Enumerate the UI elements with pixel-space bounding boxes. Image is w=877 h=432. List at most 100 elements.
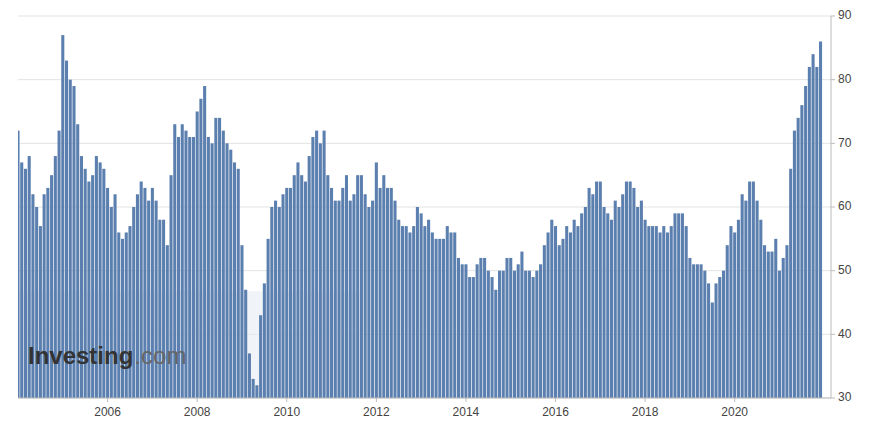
bar xyxy=(420,213,423,398)
bar xyxy=(476,264,479,398)
bar xyxy=(468,277,471,398)
bar xyxy=(423,226,426,398)
bar xyxy=(18,131,20,398)
bar xyxy=(39,226,42,398)
bar xyxy=(741,194,744,398)
x-tick-label: 2016 xyxy=(542,405,569,419)
bar xyxy=(315,131,318,398)
bar xyxy=(128,226,131,398)
bar xyxy=(561,239,564,398)
bar xyxy=(677,213,680,398)
bar xyxy=(535,271,538,398)
bar xyxy=(520,252,523,398)
chart: 3040506070809020062008201020122014201620… xyxy=(0,0,877,432)
annotation: Investing xyxy=(28,342,133,369)
bar xyxy=(554,226,557,398)
bar xyxy=(524,271,527,398)
bar xyxy=(666,232,669,398)
bar xyxy=(405,226,408,398)
bar xyxy=(655,226,658,398)
bar xyxy=(20,162,23,398)
bar xyxy=(722,271,725,398)
bar xyxy=(278,207,281,398)
bar xyxy=(442,239,445,398)
bar xyxy=(464,264,467,398)
bar xyxy=(543,245,546,398)
x-tick xyxy=(197,398,198,402)
bar xyxy=(550,220,553,398)
bar xyxy=(606,213,609,398)
bar xyxy=(214,118,217,398)
bar xyxy=(382,175,385,398)
bar xyxy=(300,175,303,398)
bar xyxy=(700,264,703,398)
bar xyxy=(457,258,460,398)
bar xyxy=(692,264,695,398)
bar xyxy=(472,277,475,398)
bar xyxy=(237,169,240,398)
bar xyxy=(285,188,288,398)
bar xyxy=(408,232,411,398)
bar xyxy=(326,175,329,398)
bar xyxy=(569,232,572,398)
bar xyxy=(644,220,647,398)
grid-line xyxy=(18,16,831,17)
y-tick-label: 30 xyxy=(838,390,852,404)
bar xyxy=(270,207,273,398)
bar xyxy=(412,226,415,398)
bar xyxy=(162,220,165,398)
bar xyxy=(427,220,430,398)
bar xyxy=(446,226,449,398)
bar xyxy=(218,118,221,398)
bar xyxy=(558,245,561,398)
bar xyxy=(688,258,691,398)
bar xyxy=(364,194,367,398)
bar xyxy=(599,182,602,398)
bar xyxy=(636,207,639,398)
bar xyxy=(632,188,635,398)
bar xyxy=(252,379,255,398)
bar xyxy=(259,315,262,398)
bar xyxy=(397,220,400,398)
bars xyxy=(18,35,822,398)
x-tick xyxy=(107,398,108,402)
bar xyxy=(528,271,531,398)
bar xyxy=(498,271,501,398)
bar xyxy=(386,188,389,398)
bar xyxy=(565,226,568,398)
bar xyxy=(345,175,348,398)
bar xyxy=(244,290,247,398)
bar xyxy=(812,54,815,398)
bar xyxy=(125,232,128,398)
bar xyxy=(782,258,785,398)
bar xyxy=(308,156,311,398)
bar xyxy=(595,182,598,398)
bar xyxy=(588,188,591,398)
bar xyxy=(229,150,232,398)
bar xyxy=(494,290,497,398)
bar xyxy=(808,67,811,398)
bar xyxy=(110,207,113,398)
bar xyxy=(24,169,27,398)
bar xyxy=(304,182,307,398)
y-tick-label: 70 xyxy=(838,136,852,150)
bar xyxy=(819,41,822,398)
y-tick-label: 90 xyxy=(838,8,852,22)
bar xyxy=(517,264,520,398)
bar xyxy=(296,162,299,398)
bar xyxy=(505,258,508,398)
bar xyxy=(629,182,632,398)
bar xyxy=(166,245,169,398)
bar xyxy=(240,245,243,398)
bar xyxy=(659,232,662,398)
bar xyxy=(487,271,490,398)
bar xyxy=(532,277,535,398)
bar xyxy=(804,86,807,398)
bar xyxy=(707,283,710,398)
y-tick xyxy=(831,270,835,271)
bar xyxy=(203,86,206,398)
bar xyxy=(509,258,512,398)
bar xyxy=(744,201,747,398)
watermark: Investing.com xyxy=(28,342,186,369)
bar xyxy=(502,271,505,398)
